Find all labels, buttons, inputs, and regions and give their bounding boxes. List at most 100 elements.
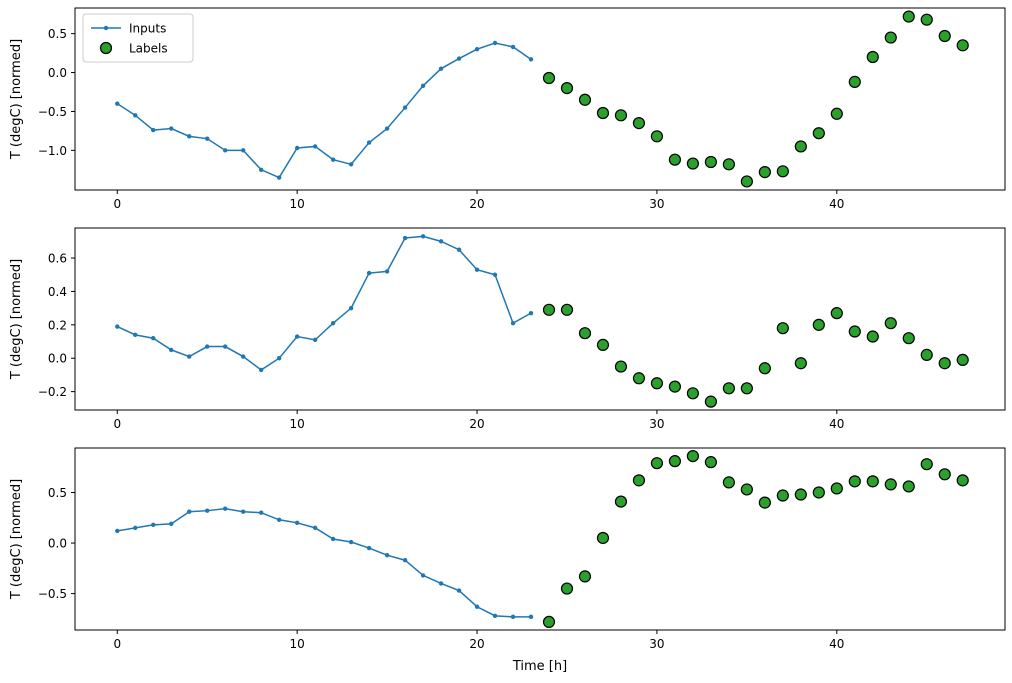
- x-tick-label: 10: [290, 197, 305, 211]
- legend-label-labels: Labels: [129, 42, 168, 56]
- labels-marker: [758, 166, 771, 179]
- inputs-marker: [330, 536, 336, 542]
- labels-marker: [848, 325, 861, 338]
- inputs-marker: [456, 247, 462, 252]
- inputs-marker: [348, 305, 354, 311]
- inputs-marker: [151, 336, 156, 341]
- labels-marker: [938, 357, 951, 370]
- labels-marker: [884, 317, 897, 330]
- inputs-marker: [528, 614, 534, 620]
- inputs-marker: [276, 175, 282, 180]
- labels-marker: [848, 475, 861, 488]
- labels-marker: [956, 474, 969, 487]
- inputs-marker: [420, 573, 426, 578]
- x-tick-label: 30: [649, 417, 664, 431]
- inputs-marker: [348, 539, 354, 545]
- axes-frame: [74, 447, 1006, 631]
- labels-marker: [686, 387, 700, 400]
- x-tick-label: 20: [469, 417, 484, 431]
- labels-marker: [920, 458, 933, 471]
- inputs-marker: [474, 604, 480, 609]
- labels-marker: [884, 31, 897, 44]
- inputs-marker: [510, 320, 516, 326]
- labels-marker: [920, 348, 933, 361]
- inputs-marker: [348, 162, 354, 167]
- labels-marker: [866, 50, 879, 64]
- inputs-marker: [133, 332, 138, 338]
- labels-marker: [938, 29, 951, 43]
- inputs-marker: [330, 157, 336, 162]
- x-tick-label: 20: [469, 637, 484, 651]
- labels-marker: [938, 468, 951, 481]
- inputs-marker: [384, 269, 390, 274]
- labels-marker: [722, 158, 735, 171]
- labels-marker: [776, 322, 789, 335]
- labels-marker: [632, 117, 646, 130]
- inputs-marker: [223, 148, 228, 153]
- inputs-marker: [258, 167, 264, 172]
- x-tick-label: 40: [829, 197, 844, 211]
- labels-marker: [560, 82, 574, 95]
- inputs-marker: [492, 272, 498, 277]
- labels-marker: [722, 382, 735, 395]
- labels-marker: [704, 155, 717, 169]
- labels-marker: [884, 478, 897, 491]
- labels-marker: [596, 531, 610, 545]
- y-axis-label: T (degC) [normed]: [9, 259, 24, 380]
- inputs-marker: [205, 136, 210, 141]
- inputs-marker: [312, 144, 318, 149]
- x-tick-label: 0: [113, 637, 121, 651]
- inputs-marker: [420, 83, 426, 88]
- labels-marker: [560, 303, 574, 316]
- inputs-marker: [420, 234, 426, 239]
- y-axis-label: T (degC) [normed]: [9, 39, 24, 160]
- y-tick-label: −0.5: [38, 105, 67, 119]
- inputs-marker: [384, 126, 390, 131]
- y-tick-label: −0.5: [38, 587, 67, 601]
- inputs-marker: [474, 47, 480, 52]
- y-tick-label: −0.2: [38, 385, 67, 399]
- x-tick-label: 10: [290, 637, 305, 651]
- labels-marker: [776, 489, 789, 502]
- y-tick-label: 0.0: [48, 352, 67, 366]
- inputs-marker: [115, 324, 120, 329]
- inputs-marker: [510, 614, 516, 620]
- x-tick-label: 20: [469, 197, 484, 211]
- labels-marker: [722, 476, 735, 489]
- labels-marker: [740, 382, 753, 395]
- labels-marker: [596, 338, 610, 351]
- inputs-marker: [366, 140, 372, 145]
- labels-marker: [866, 475, 879, 488]
- inputs-line: [116, 235, 532, 371]
- labels-marker: [686, 157, 700, 170]
- y-tick-label: 0.4: [48, 285, 67, 299]
- y-tick-label: 0.2: [48, 318, 67, 332]
- inputs-marker: [366, 545, 372, 551]
- legend-scatter-marker: [99, 41, 113, 55]
- labels-marker: [866, 330, 879, 343]
- inputs-marker: [187, 354, 192, 359]
- x-tick-label: 10: [290, 417, 305, 431]
- inputs-marker: [438, 66, 444, 71]
- labels-marker: [614, 360, 628, 373]
- labels-marker: [830, 107, 843, 120]
- labels-marker: [668, 380, 682, 393]
- x-tick-label: 30: [649, 637, 664, 651]
- y-tick-label: −1.0: [38, 144, 67, 158]
- y-tick-label: 0.6: [48, 252, 67, 266]
- labels-marker: [650, 457, 664, 470]
- y-tick-label: 0.5: [48, 486, 67, 500]
- axes-frame: [74, 7, 1006, 191]
- inputs-marker: [169, 126, 174, 131]
- inputs-marker: [258, 367, 264, 373]
- inputs-marker: [240, 148, 246, 153]
- y-tick-label: 0.0: [48, 537, 67, 551]
- labels-marker: [956, 353, 969, 367]
- inputs-marker: [223, 344, 228, 349]
- labels-marker: [578, 327, 592, 340]
- inputs-marker: [151, 522, 156, 528]
- labels-marker: [632, 372, 646, 385]
- labels-marker: [650, 377, 664, 390]
- inputs-marker: [294, 520, 300, 526]
- labels-marker: [686, 449, 700, 463]
